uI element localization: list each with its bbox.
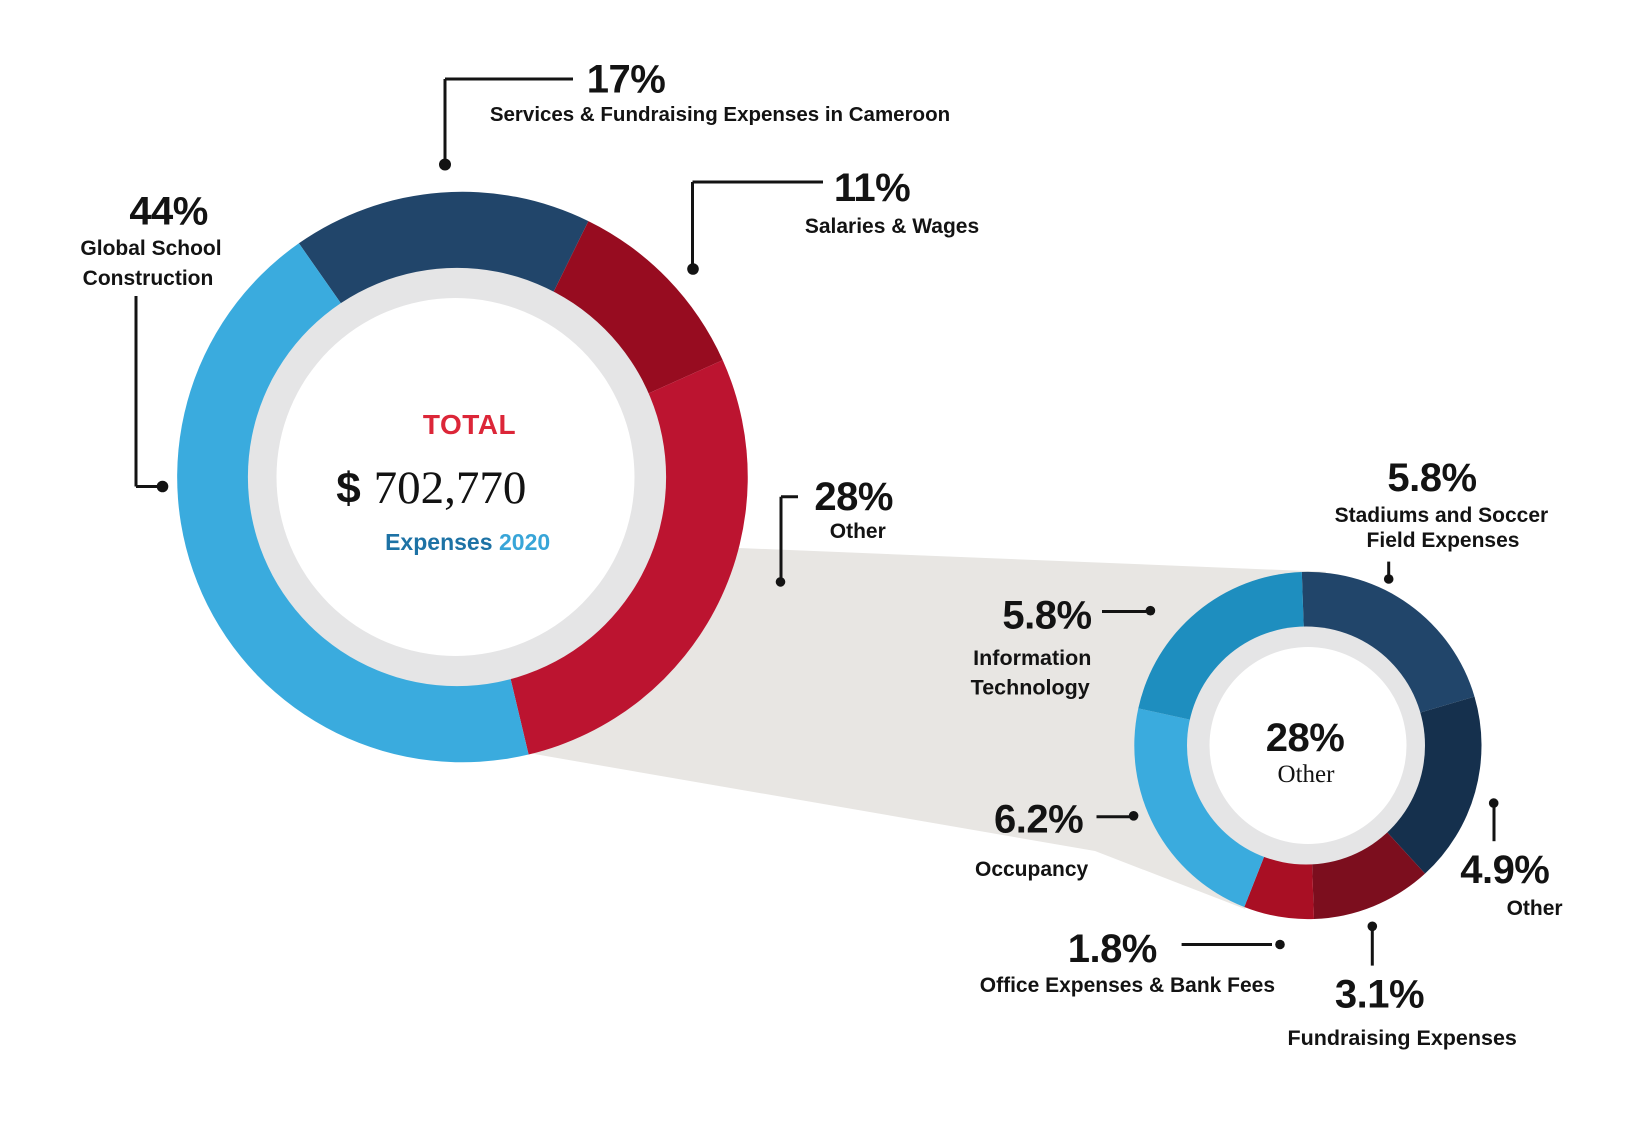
svg-text:Other: Other	[1278, 761, 1336, 788]
svg-text:2020: 2020	[499, 529, 550, 555]
svg-text:Global School: Global School	[80, 237, 221, 260]
svg-text:Fundraising Expenses: Fundraising Expenses	[1287, 1026, 1516, 1050]
svg-text:44%: 44%	[129, 190, 208, 234]
svg-text:Field Expenses: Field Expenses	[1367, 529, 1520, 552]
svg-text:28%: 28%	[1266, 716, 1345, 760]
svg-text:Other: Other	[830, 520, 886, 543]
svg-text:5.8%: 5.8%	[1387, 456, 1476, 500]
svg-text:4.9%: 4.9%	[1460, 848, 1549, 892]
svg-text:TOTAL: TOTAL	[423, 409, 516, 440]
svg-text:Occupancy: Occupancy	[975, 858, 1089, 881]
svg-text:Services & Fundraising Expense: Services & Fundraising Expenses in Camer…	[490, 103, 950, 126]
svg-text:17%: 17%	[587, 58, 666, 102]
svg-text:Other: Other	[1507, 897, 1563, 920]
svg-text:3.1%: 3.1%	[1335, 973, 1424, 1017]
svg-text:Construction: Construction	[83, 267, 214, 290]
svg-text:1.8%: 1.8%	[1068, 927, 1157, 971]
svg-text:Salaries & Wages: Salaries & Wages	[805, 215, 979, 238]
svg-text:702,770: 702,770	[374, 462, 527, 514]
svg-text:Information: Information	[973, 646, 1091, 670]
svg-text:Stadiums and Soccer: Stadiums and Soccer	[1335, 504, 1549, 527]
svg-text:5.8%: 5.8%	[1002, 594, 1091, 638]
svg-text:6.2%: 6.2%	[994, 798, 1083, 842]
svg-text:11%: 11%	[834, 166, 910, 210]
svg-text:Expenses: Expenses	[385, 529, 492, 555]
svg-text:$: $	[336, 464, 360, 513]
svg-text:28%: 28%	[814, 475, 893, 519]
svg-text:Technology: Technology	[971, 676, 1090, 700]
svg-text:Office Expenses & Bank Fees: Office Expenses & Bank Fees	[980, 974, 1275, 997]
